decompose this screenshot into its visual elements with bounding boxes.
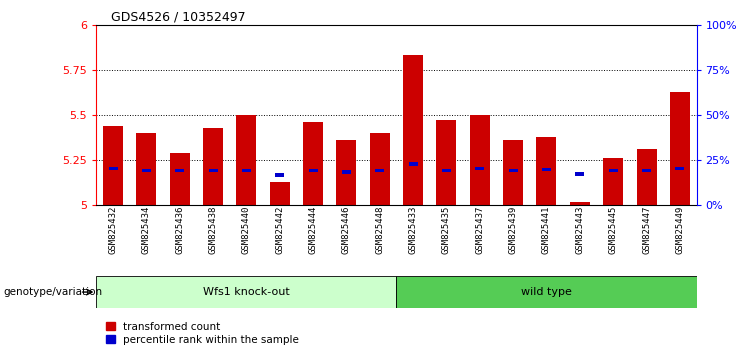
Bar — [637, 149, 657, 205]
Bar — [542, 168, 551, 171]
Bar — [503, 140, 523, 205]
Bar — [308, 169, 318, 172]
Bar — [470, 115, 490, 205]
Bar — [536, 137, 556, 205]
Text: GSM825446: GSM825446 — [342, 205, 351, 254]
Text: GSM825448: GSM825448 — [375, 205, 385, 254]
Text: GSM825439: GSM825439 — [508, 205, 518, 254]
Text: GSM825445: GSM825445 — [608, 205, 618, 254]
Bar — [208, 169, 218, 172]
Bar — [442, 169, 451, 172]
Text: GSM825441: GSM825441 — [542, 205, 551, 254]
Bar — [370, 133, 390, 205]
Text: GSM825447: GSM825447 — [642, 205, 651, 254]
Bar — [675, 167, 685, 170]
Text: Wfs1 knock-out: Wfs1 knock-out — [203, 287, 290, 297]
Bar — [336, 140, 356, 205]
Bar — [375, 169, 385, 172]
Text: GDS4526 / 10352497: GDS4526 / 10352497 — [111, 11, 246, 24]
Text: GSM825449: GSM825449 — [675, 205, 685, 254]
Bar — [175, 169, 185, 172]
Bar — [108, 167, 118, 170]
Text: GSM825438: GSM825438 — [208, 205, 218, 254]
Text: GSM825444: GSM825444 — [308, 205, 318, 254]
Legend: transformed count, percentile rank within the sample: transformed count, percentile rank withi… — [102, 317, 304, 349]
Bar — [342, 171, 351, 174]
Bar — [508, 169, 518, 172]
Bar — [608, 169, 618, 172]
Bar — [303, 122, 323, 205]
Text: GSM825440: GSM825440 — [242, 205, 251, 254]
Text: GSM825435: GSM825435 — [442, 205, 451, 254]
Text: GSM825433: GSM825433 — [408, 205, 418, 254]
Bar — [103, 126, 123, 205]
Bar — [475, 167, 485, 170]
Bar — [436, 120, 456, 205]
Bar — [270, 182, 290, 205]
Bar — [575, 172, 585, 176]
Text: GSM825432: GSM825432 — [108, 205, 118, 254]
Text: GSM825443: GSM825443 — [575, 205, 585, 254]
Bar — [603, 158, 623, 205]
Text: GSM825442: GSM825442 — [275, 205, 285, 254]
Text: wild type: wild type — [521, 287, 572, 297]
Bar — [642, 169, 651, 172]
Bar — [136, 133, 156, 205]
Bar — [408, 162, 418, 166]
Bar — [170, 153, 190, 205]
Bar — [396, 276, 697, 308]
Bar — [203, 128, 223, 205]
Bar — [275, 173, 285, 177]
Bar — [570, 202, 590, 205]
Text: GSM825437: GSM825437 — [475, 205, 485, 254]
Bar — [403, 56, 423, 205]
Text: GSM825434: GSM825434 — [142, 205, 151, 254]
Bar — [242, 169, 251, 172]
Bar — [142, 169, 151, 172]
Bar — [96, 276, 396, 308]
Bar — [236, 115, 256, 205]
Text: GSM825436: GSM825436 — [175, 205, 185, 254]
Bar — [670, 92, 690, 205]
Text: genotype/variation: genotype/variation — [4, 287, 103, 297]
